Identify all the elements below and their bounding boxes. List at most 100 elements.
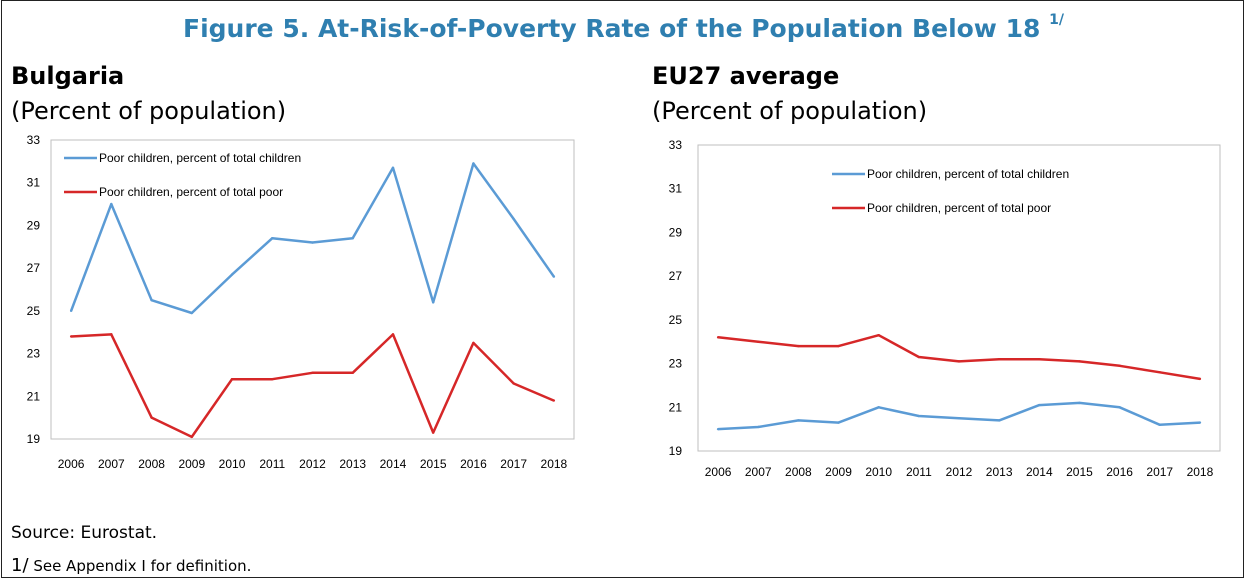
eu27-series-1-point (1038, 403, 1041, 407)
eu27-xtick-label: 2007 (745, 465, 772, 479)
bulgaria-series-1-point (110, 202, 113, 206)
eu27-series-1-point (716, 427, 720, 431)
eu27-series-2-point (1118, 364, 1121, 367)
bulgaria-series-2-point (512, 382, 515, 385)
eu27-ytick-label: 33 (669, 138, 683, 152)
bulgaria-series-1-point (69, 309, 73, 313)
eu27-series-2-point (757, 340, 760, 343)
bulgaria-series-1-point (230, 273, 234, 276)
eu27-xtick-label: 2015 (1066, 465, 1093, 479)
eu27-series-1-point (1198, 421, 1202, 424)
eu27-series-2-point (1198, 377, 1202, 381)
eu27-plot-area (697, 144, 1221, 452)
bulgaria-ytick-label: 21 (27, 389, 41, 403)
eu27-series-line-1 (718, 401, 1200, 431)
bulgaria-series-2-point (351, 371, 354, 374)
bulgaria-series-1-point (552, 275, 556, 278)
bulgaria-series-2-point (69, 335, 73, 338)
eu27-xtick-label: 2011 (906, 465, 932, 479)
eu27-series-1-point (1158, 423, 1161, 426)
eu27-xtick-label: 2006 (705, 465, 732, 479)
bulgaria-series-1-point (391, 166, 395, 169)
bulgaria-series-2-point (391, 333, 395, 336)
eu27-series-2-point (917, 355, 921, 359)
eu27-panel-title: EU27 average (652, 62, 840, 90)
eu27-ytick-label: 21 (669, 400, 683, 414)
figure-title-text: Figure 5. At-Risk-of-Poverty Rate of the… (183, 14, 1041, 43)
bulgaria-xtick-label: 2013 (339, 457, 366, 471)
eu27-xtick-label: 2014 (1026, 465, 1053, 479)
footnote-text: See Appendix I for definition. (33, 557, 252, 575)
eu27-xtick-label: 2010 (865, 465, 892, 479)
bulgaria-ytick-label: 27 (27, 261, 41, 275)
bulgaria-ytick-label: 29 (27, 218, 41, 232)
bulgaria-xtick-label: 2014 (380, 457, 407, 471)
bulgaria-xtick-label: 2016 (460, 457, 487, 471)
eu27-series-2-point (957, 360, 961, 363)
bulgaria-xtick-label: 2017 (500, 457, 527, 471)
bulgaria-series-2-point (110, 333, 113, 336)
eu27-series-1-point (877, 406, 880, 409)
eu27-xtick-label: 2016 (1106, 465, 1133, 479)
eu27-ytick-label: 27 (669, 269, 683, 283)
footnote: 1/ See Appendix I for definition. (11, 555, 251, 576)
footnote-marker: 1/ (11, 555, 29, 576)
eu27-series-1-point (837, 421, 840, 424)
bulgaria-xtick-label: 2011 (259, 457, 285, 471)
bulgaria-xtick-label: 2010 (219, 457, 246, 471)
bulgaria-xtick-label: 2006 (58, 457, 85, 471)
eu27-ytick-label: 23 (669, 357, 683, 371)
eu27-legend-label-2: Poor children, percent of total poor (867, 201, 1051, 215)
eu27-series-2-point (797, 344, 800, 348)
eu27-xtick-label: 2013 (986, 465, 1013, 479)
eu27-series-2-point (1158, 371, 1161, 374)
bulgaria-series-1-point (190, 311, 194, 315)
eu27-ytick-label: 31 (669, 182, 683, 196)
bulgaria-series-2-point (230, 378, 234, 381)
eu27-ytick-label: 29 (669, 225, 683, 239)
bulgaria-series-1-point (271, 237, 274, 240)
eu27-series-2-point (997, 358, 1001, 361)
bulgaria-xtick-label: 2012 (299, 457, 326, 471)
bulgaria-series-2-point (552, 399, 556, 402)
eu27-series-1-point (797, 419, 800, 422)
bulgaria-ytick-label: 19 (27, 432, 41, 446)
eu27-series-2-point (877, 333, 880, 337)
bulgaria-series-1-point (150, 298, 153, 302)
bulgaria-series-1-point (311, 241, 314, 244)
bulgaria-panel-subtitle: (Percent of population) (11, 97, 287, 125)
eu27-series-1-point (997, 419, 1001, 422)
bulgaria-ytick-label: 23 (27, 347, 41, 361)
figure-title-note: 1/ (1049, 12, 1064, 28)
bulgaria-series-1-point (351, 237, 354, 240)
eu27-xtick-label: 2009 (825, 465, 852, 479)
bulgaria-xtick-label: 2009 (178, 457, 205, 471)
bulgaria-ytick-label: 33 (27, 133, 41, 147)
bulgaria-xtick-label: 2007 (98, 457, 125, 471)
eu27-ytick-label: 19 (669, 444, 683, 458)
bulgaria-legend-label-2: Poor children, percent of total poor (99, 185, 283, 199)
bulgaria-series-2-point (150, 416, 153, 419)
bulgaria-series-1-point (472, 162, 475, 165)
bulgaria-series-line-2 (71, 333, 555, 439)
eu27-series-2-point (1078, 360, 1081, 363)
bulgaria-plot-area (50, 139, 575, 440)
bulgaria-series-2-point (311, 371, 314, 374)
eu27-series-2-point (837, 344, 840, 348)
eu27-xtick-label: 2008 (785, 465, 812, 479)
bulgaria-xtick-label: 2015 (420, 457, 447, 471)
eu27-legend-label-1: Poor children, percent of total children (867, 167, 1069, 181)
bulgaria-ytick-label: 31 (27, 176, 41, 190)
bulgaria-series-2-point (431, 431, 435, 434)
bulgaria-series-1-point (512, 217, 515, 221)
eu27-xtick-label: 2018 (1187, 465, 1214, 479)
eu27-chart: 19 21 23 25 27 29 31 33 2006 2007 2008 2009 2010 2011… (669, 138, 1221, 479)
eu27-xtick-label: 2017 (1146, 465, 1173, 479)
bulgaria-legend-label-1: Poor children, percent of total children (99, 151, 301, 165)
eu27-series-2-point (716, 336, 720, 339)
bulgaria-series-1-point (431, 301, 435, 304)
figure-title: Figure 5. At-Risk-of-Poverty Rate of the… (0, 12, 1247, 43)
bulgaria-chart: 19 21 23 25 27 29 31 33 2006 2007 2008 2009 2010 2011… (27, 133, 575, 471)
eu27-series-1-point (1078, 401, 1081, 405)
